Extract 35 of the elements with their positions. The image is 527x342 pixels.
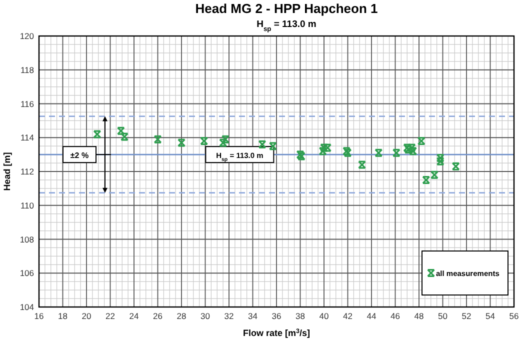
x-tick-label: 36: [272, 311, 282, 321]
x-tick-label: 38: [296, 311, 306, 321]
chart-subtitle: H$_{sp}$ = 113.0 m: [256, 19, 316, 32]
x-tick-label: 52: [462, 311, 472, 321]
x-tick-label: 22: [106, 311, 116, 321]
x-tick-label: 48: [414, 311, 424, 321]
x-tick-label: 44: [366, 311, 376, 321]
x-tick-label: 28: [176, 311, 186, 321]
y-tick-label: 118: [20, 64, 34, 75]
y-tick-label: 110: [20, 200, 34, 210]
x-tick-label: 26: [153, 311, 163, 321]
y-tick-label: 116: [20, 98, 34, 109]
y-tick-label: 108: [20, 234, 34, 244]
x-tick-label: 46: [390, 311, 400, 321]
x-tick-label: 16: [34, 311, 44, 321]
y-tick-label: 112: [20, 166, 34, 176]
x-tick-label: 20: [82, 311, 92, 321]
annotation: ±2 %: [70, 151, 89, 160]
y-tick-label: 114: [20, 132, 34, 143]
x-tick-label: 54: [486, 311, 496, 321]
y-axis-title: Head [m]: [2, 152, 12, 191]
x-tick-label: 32: [224, 311, 234, 321]
x-tick-label: 30: [200, 311, 210, 321]
x-tick-label: 24: [129, 311, 139, 321]
x-axis-title: Flow rate [m$^{3}$/s]: [242, 328, 310, 338]
x-tick-label: 42: [343, 311, 353, 321]
y-tick-label: 106: [20, 268, 34, 278]
x-tick-label: 34: [248, 311, 258, 321]
y-tick-label: 120: [20, 31, 34, 41]
x-tick-label: 50: [438, 311, 448, 321]
x-tick-label: 18: [58, 311, 68, 321]
chart-title: Head MG 2 - HPP Hapcheon 1: [195, 1, 378, 16]
x-tick-label: 56: [509, 311, 519, 321]
x-tick-label: 40: [319, 311, 329, 321]
y-tick-label: 104: [20, 302, 34, 312]
